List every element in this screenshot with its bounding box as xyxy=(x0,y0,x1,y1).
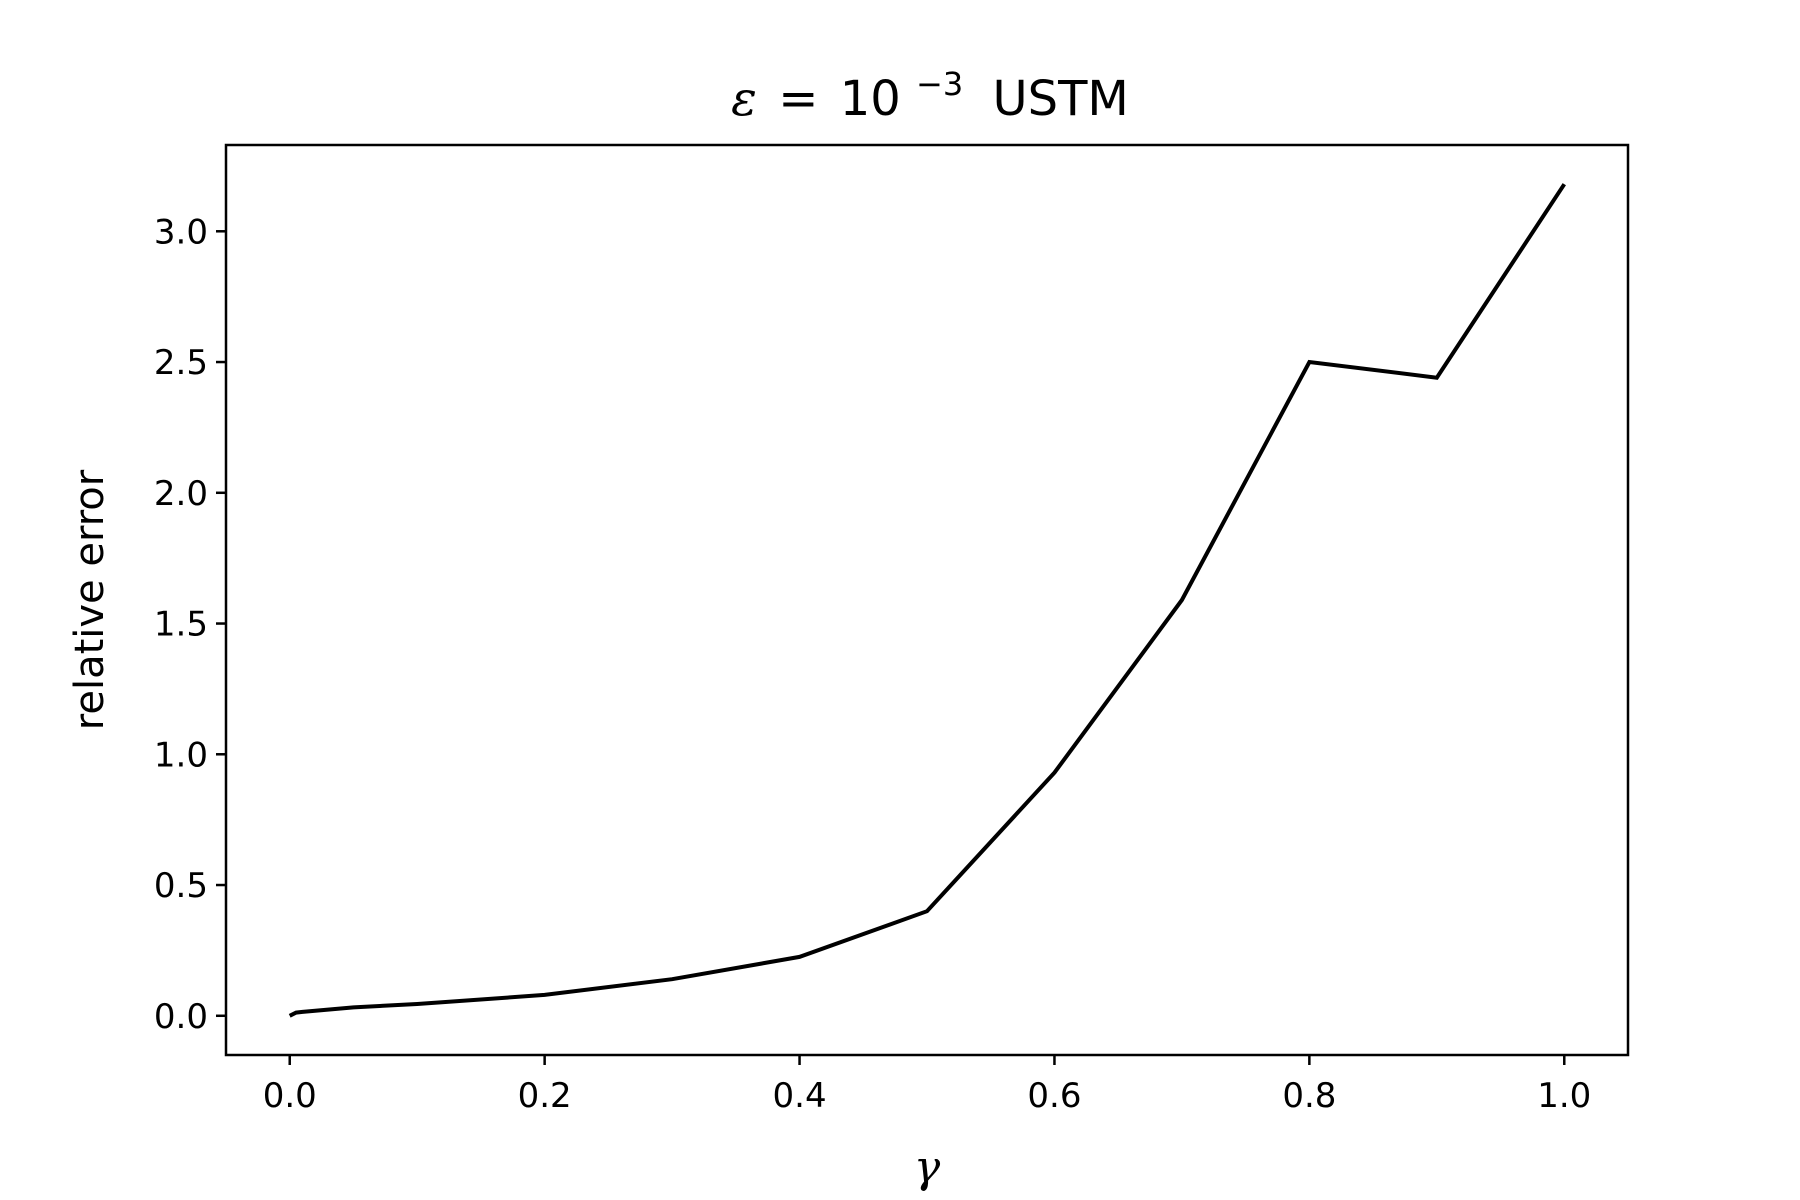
plot-area xyxy=(288,183,1566,1018)
x-tick-label: 1.0 xyxy=(1537,1076,1591,1116)
x-axis-label: γ xyxy=(914,1142,941,1193)
y-tick-label: 0.0 xyxy=(154,997,208,1037)
series-line xyxy=(288,183,1566,1018)
y-tick-label: 1.0 xyxy=(154,735,208,775)
y-tick-label: 2.5 xyxy=(154,343,208,383)
y-axis: 0.0 0.5 1.0 1.5 2.0 2.5 3.0 xyxy=(154,212,226,1037)
plot-frame xyxy=(224,143,1630,1057)
x-tick-label: 0.8 xyxy=(1282,1076,1336,1116)
title-base: 10 xyxy=(840,71,901,127)
x-tick-label: 0.2 xyxy=(518,1076,572,1116)
chart-title: ε = 10 −3 USTM xyxy=(731,51,1129,127)
x-tick-label: 0.0 xyxy=(263,1076,317,1116)
title-equals: = xyxy=(778,71,818,127)
y-tick-label: 2.0 xyxy=(154,474,208,514)
x-tick-label: 0.6 xyxy=(1027,1076,1081,1116)
y-axis-label: relative error xyxy=(67,469,113,730)
y-tick-label: 1.5 xyxy=(154,605,208,645)
title-exponent: −3 xyxy=(916,65,963,103)
title-suffix: USTM xyxy=(992,71,1128,127)
x-tick-label: 0.4 xyxy=(773,1076,827,1116)
title-symbol: ε xyxy=(731,71,757,127)
x-axis: 0.0 0.2 0.4 0.6 0.8 1.0 xyxy=(263,1055,1591,1116)
y-tick-label: 0.5 xyxy=(154,866,208,906)
y-tick-label: 3.0 xyxy=(154,212,208,252)
